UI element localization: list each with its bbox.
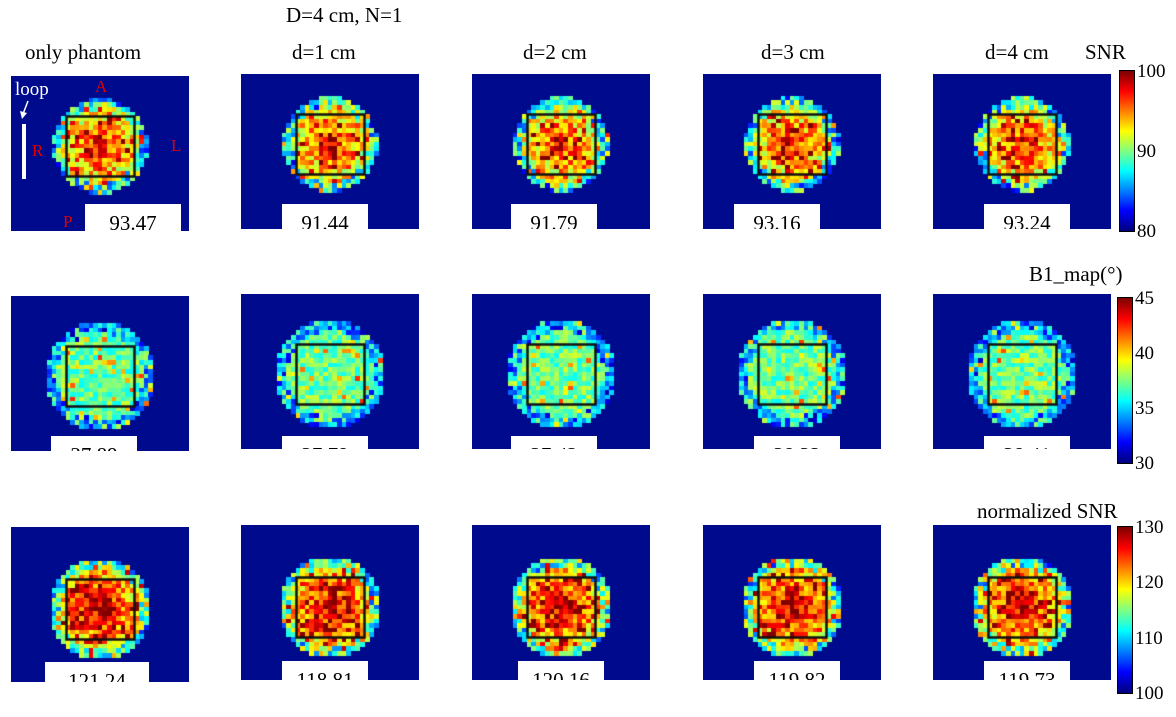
colorbar-tick: 110 <box>1135 628 1163 649</box>
mean-value-box: 119.82 <box>754 661 840 680</box>
mean-value-box: 37.42 <box>511 436 597 449</box>
normalized-snr-map-d1: 118.81 <box>241 525 419 680</box>
mean-value-box: 93.24 <box>984 204 1070 229</box>
column-header-d2: d=2 cm <box>523 40 587 64</box>
normalized-snr-map-d2: 120.16 <box>472 525 650 680</box>
mean-value-box: 121.24 <box>45 662 149 682</box>
column-header-d3: d=3 cm <box>761 40 825 64</box>
orientation-label-posterior: P <box>63 212 73 231</box>
orientation-label-right: R <box>32 141 44 160</box>
colorbar-normalized-snr <box>1117 526 1133 694</box>
colorbar-tick: 120 <box>1135 572 1164 593</box>
colorbar-snr <box>1119 70 1135 232</box>
colorbar-tick: 35 <box>1135 398 1154 419</box>
mean-value-box: 91.44 <box>282 204 368 229</box>
mean-value-box: 91.79 <box>511 204 597 229</box>
mean-value-box: 38.41 <box>984 436 1070 449</box>
snr-map-d3: 93.16 <box>703 74 881 229</box>
colorbar-tick: 80 <box>1137 221 1156 242</box>
normalized-snr-map-d3: 119.82 <box>703 525 881 680</box>
snr-map-d4: 93.24 <box>933 74 1111 229</box>
loop-arrow-icon <box>20 100 29 119</box>
column-header-d4: d=4 cm <box>985 40 1049 64</box>
b1-map-only-phantom: 37.89 <box>11 296 189 451</box>
column-header-only-phantom: only phantom <box>25 40 142 64</box>
colorbar-tick: 100 <box>1137 61 1166 82</box>
figure-title: D=4 cm, N=1 <box>286 3 403 27</box>
colorbar-b1 <box>1117 297 1133 464</box>
snr-map-only-phantom: 93.47 <box>11 76 189 231</box>
snr-map-d1: 91.44 <box>241 74 419 229</box>
colorbar-tick: 90 <box>1137 141 1156 162</box>
b1-map-d1: 37.79 <box>241 294 419 449</box>
snr-map-d2: 91.79 <box>472 74 650 229</box>
colorbar-title-b1: B1_map(°) <box>1029 262 1123 286</box>
mean-value-box: 38.32 <box>754 436 840 449</box>
mean-value-box: 37.89 <box>51 436 137 451</box>
loop-label: loop <box>15 79 49 100</box>
mean-value-box: 37.79 <box>282 436 368 449</box>
colorbar-title-normalized-snr: normalized SNR <box>977 499 1118 523</box>
loop-coil-marker <box>22 124 26 179</box>
normalized-snr-map-only-phantom: 121.24 <box>11 527 189 682</box>
mean-value-box: 118.81 <box>282 661 368 680</box>
colorbar-tick: 45 <box>1135 288 1154 309</box>
mean-value-box: 120.16 <box>518 661 604 680</box>
colorbar-tick: 40 <box>1135 343 1154 364</box>
colorbar-tick: 130 <box>1135 517 1164 538</box>
mean-value-box: 119.73 <box>984 661 1070 680</box>
b1-map-d2: 37.42 <box>472 294 650 449</box>
b1-map-d4: 38.41 <box>933 294 1111 449</box>
mean-value-box: 93.16 <box>734 204 820 229</box>
normalized-snr-map-d4: 119.73 <box>933 525 1111 680</box>
colorbar-title-snr: SNR <box>1085 40 1126 64</box>
orientation-label-anterior: A <box>95 77 108 96</box>
colorbar-tick: 30 <box>1135 453 1154 474</box>
b1-map-d3: 38.32 <box>703 294 881 449</box>
orientation-label-left: L <box>171 136 182 155</box>
mean-value-box: 93.47 <box>85 204 181 231</box>
column-header-d1: d=1 cm <box>292 40 356 64</box>
colorbar-tick: 100 <box>1135 683 1164 704</box>
